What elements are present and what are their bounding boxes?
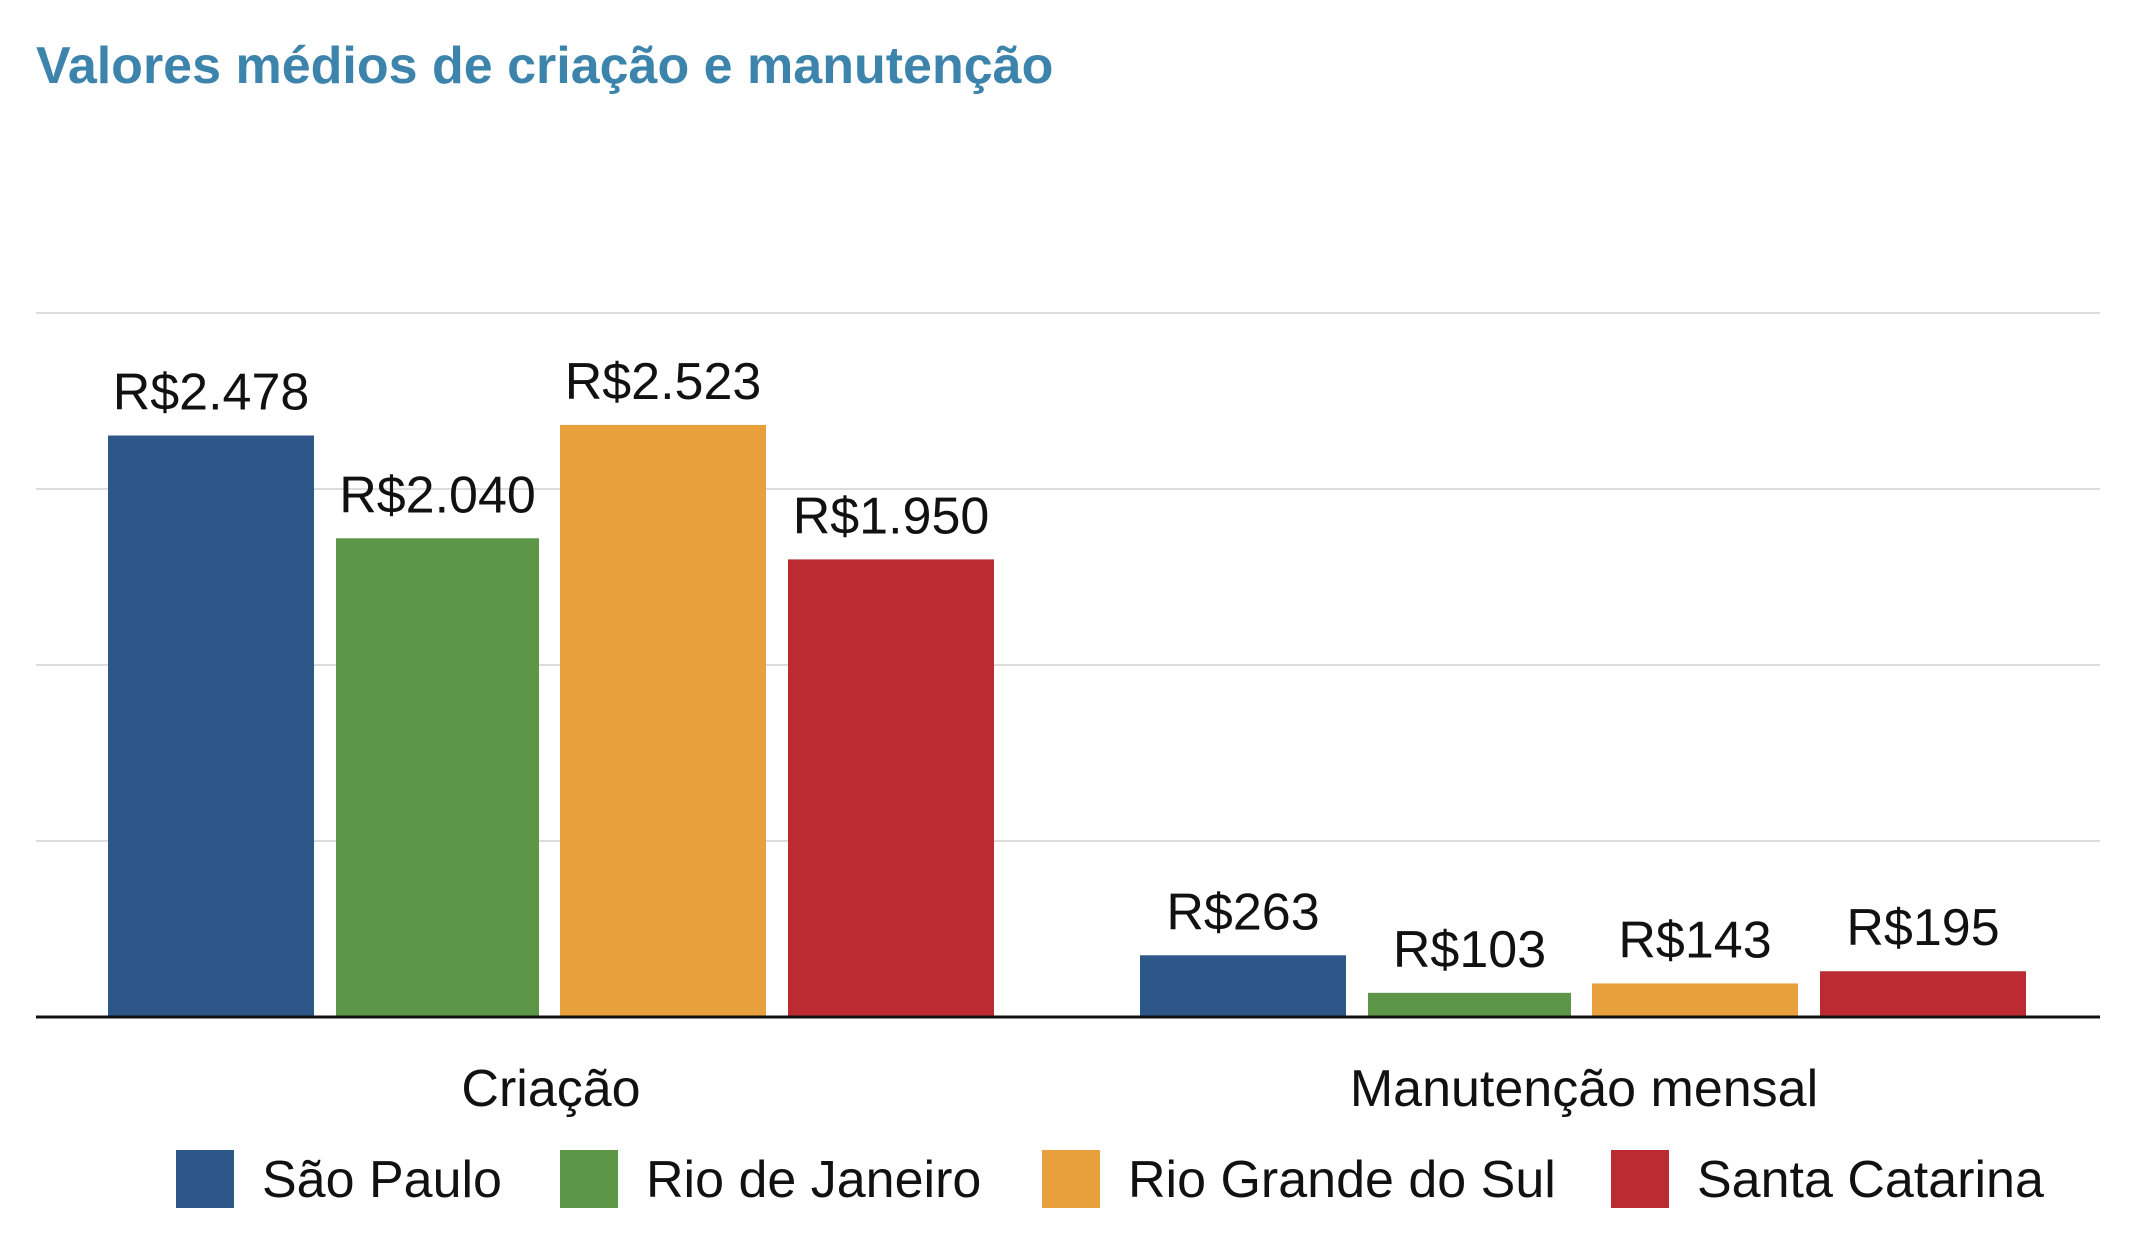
legend-label-2: Rio Grande do Sul bbox=[1128, 1151, 1556, 1209]
chart-title: Valores médios de criação e manutenção bbox=[36, 37, 1054, 95]
value-label-3-1: R$195 bbox=[1846, 899, 1999, 957]
legend-swatch-1 bbox=[560, 1150, 618, 1208]
value-label-0-0: R$2.478 bbox=[113, 363, 310, 421]
legend-label-1: Rio de Janeiro bbox=[646, 1151, 981, 1209]
legend-swatch-3 bbox=[1611, 1150, 1669, 1208]
bar-3-0 bbox=[788, 559, 994, 1017]
value-label-1-0: R$2.040 bbox=[339, 466, 536, 524]
bar-0-1 bbox=[1140, 955, 1346, 1017]
category-label-1: Manutenção mensal bbox=[1350, 1060, 1818, 1118]
value-label-2-0: R$2.523 bbox=[565, 353, 762, 411]
bar-1-1 bbox=[1368, 992, 1571, 1017]
legend-label-0: São Paulo bbox=[262, 1151, 502, 1209]
bar-0-0 bbox=[108, 435, 314, 1018]
legend-label-3: Santa Catarina bbox=[1697, 1151, 2044, 1209]
value-label-2-1: R$143 bbox=[1618, 911, 1771, 969]
bar-3-1 bbox=[1820, 971, 2026, 1017]
value-label-1-1: R$103 bbox=[1393, 921, 1546, 979]
bar-1-0 bbox=[336, 538, 539, 1017]
value-label-0-1: R$263 bbox=[1166, 883, 1319, 941]
category-label-0: Criação bbox=[461, 1060, 640, 1118]
legend-swatch-0 bbox=[176, 1150, 234, 1208]
value-label-3-0: R$1.950 bbox=[793, 487, 990, 545]
bar-2-0 bbox=[560, 424, 766, 1017]
legend-swatch-2 bbox=[1042, 1150, 1100, 1208]
bar-2-1 bbox=[1592, 983, 1798, 1017]
